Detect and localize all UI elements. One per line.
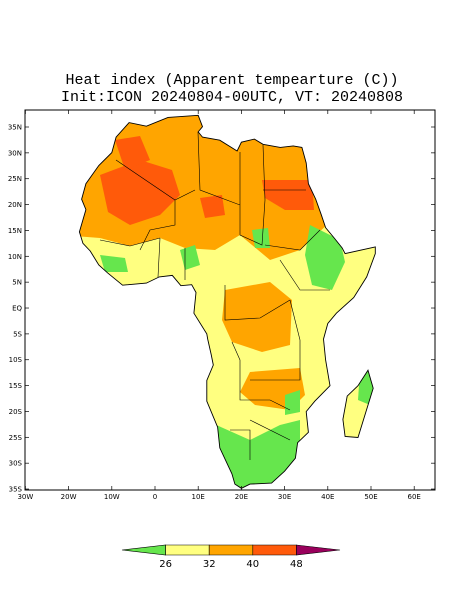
lat-label: 20N: [8, 201, 22, 209]
colorbar-label: 48: [290, 559, 303, 570]
lat-label: 30N: [8, 149, 22, 157]
colorbar-label: 32: [203, 559, 216, 570]
country-borders: [99, 131, 330, 460]
lon-label: 20E: [235, 493, 248, 501]
title-line: Heat index (Apparent tempearture (C)): [65, 72, 398, 89]
lon-label: 20W: [61, 493, 77, 501]
lon-label: 0: [153, 493, 157, 501]
colorbar-segment: [165, 544, 210, 556]
lon-label: 50E: [364, 493, 377, 501]
heat-field: [79, 115, 376, 489]
lon-label: 10W: [104, 493, 120, 501]
lat-label: 25S: [9, 434, 23, 442]
lon-label: 40E: [321, 493, 334, 501]
lat-label: 30S: [9, 460, 23, 468]
colorbar-label: 40: [246, 559, 259, 570]
lat-label: 25N: [8, 175, 22, 183]
lat-label: 15S: [9, 382, 23, 390]
lat-label: 35S: [9, 486, 23, 494]
lat-label: 10S: [9, 356, 23, 364]
lat-label: 5S: [13, 330, 22, 338]
lat-label: EQ: [12, 305, 22, 313]
lat-label: 10N: [8, 253, 22, 261]
lon-label: 60E: [408, 493, 421, 501]
lon-label: 30W: [17, 493, 33, 501]
lat-label: 20S: [9, 408, 23, 416]
colorbar-label: 26: [159, 559, 172, 570]
colorbar-segment: [252, 544, 297, 556]
map-frame: [24, 109, 436, 491]
lat-label: 15N: [8, 227, 22, 235]
lat-label: 35N: [8, 124, 22, 132]
colorbar-segment: [208, 544, 254, 556]
lon-label: 10E: [192, 493, 205, 501]
lon-label: 30E: [278, 493, 291, 501]
lat-label: 5N: [12, 279, 22, 287]
title-line: Init:ICON 20240804-00UTC, VT: 20240808: [61, 89, 403, 106]
colorbar-segment: [296, 544, 341, 556]
colorbar-segment: [121, 544, 166, 556]
